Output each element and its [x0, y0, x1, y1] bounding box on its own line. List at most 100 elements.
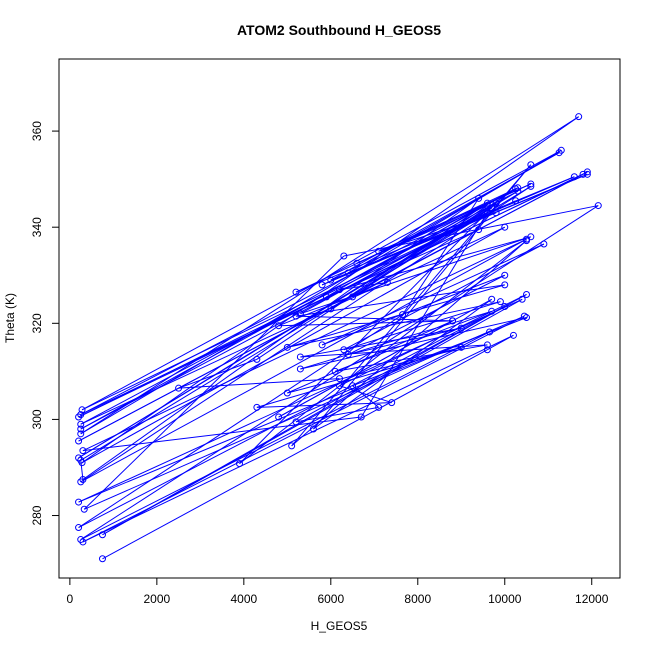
data-point	[514, 187, 522, 195]
data-point	[557, 146, 565, 154]
data-point	[594, 202, 602, 210]
data-point	[523, 290, 530, 298]
chart-title: ATOM2 Southbound H_GEOS5	[237, 22, 441, 38]
data-point	[79, 447, 87, 455]
data-point	[78, 459, 86, 467]
series-segment	[339, 385, 392, 404]
data-point	[375, 247, 383, 255]
series-segment	[287, 284, 505, 348]
series-segment	[82, 238, 527, 452]
series-segment	[352, 229, 479, 298]
series-segment	[352, 385, 379, 408]
data-point	[77, 411, 85, 419]
data-point	[235, 460, 243, 468]
series-segment	[82, 416, 362, 452]
series-segment	[80, 185, 532, 461]
data-point	[483, 346, 491, 354]
x-tick-label: 12000	[575, 592, 609, 606]
data-point	[457, 343, 465, 351]
data-point	[283, 343, 291, 351]
y-tick-label: 340	[30, 217, 44, 237]
data-point	[399, 311, 407, 319]
data-point	[509, 331, 517, 339]
data-point	[77, 478, 85, 486]
data-point	[449, 317, 457, 325]
data-point	[296, 310, 304, 318]
data-point	[331, 367, 339, 375]
data-point	[483, 199, 491, 207]
data-point	[292, 288, 300, 296]
data-point	[492, 209, 500, 217]
data-point	[77, 425, 85, 433]
data-point	[275, 322, 283, 330]
data-series	[75, 113, 602, 563]
data-point	[512, 185, 520, 193]
y-tick-label: 320	[30, 313, 44, 333]
data-point	[288, 442, 296, 450]
data-point	[75, 437, 83, 445]
data-point	[570, 173, 578, 181]
data-point	[475, 226, 483, 234]
series-segment	[334, 310, 492, 372]
data-point	[98, 555, 106, 563]
data-point	[375, 403, 383, 411]
series-segment	[78, 314, 403, 528]
series-segment	[78, 331, 490, 503]
x-tick-label: 4000	[230, 592, 257, 606]
x-tick-label: 10000	[488, 592, 522, 606]
x-tick-label: 2000	[143, 592, 170, 606]
series-segment	[300, 344, 488, 358]
data-point	[327, 276, 335, 284]
data-point	[75, 454, 83, 462]
data-point	[79, 475, 87, 483]
series-segment	[330, 202, 488, 310]
data-point	[253, 403, 261, 411]
data-point	[496, 298, 504, 306]
data-point	[344, 269, 352, 277]
data-point	[75, 413, 83, 421]
data-point	[77, 536, 85, 544]
x-axis-label: H_GEOS5	[311, 619, 368, 633]
data-point	[583, 170, 591, 178]
data-point	[75, 498, 83, 506]
series-segment	[300, 327, 462, 358]
data-point	[78, 406, 86, 414]
x-tick-label: 6000	[317, 592, 344, 606]
series-segment	[343, 243, 545, 351]
data-point	[501, 271, 509, 279]
data-point	[318, 341, 326, 349]
series-segment	[256, 402, 392, 408]
data-point	[501, 281, 509, 289]
y-tick-label: 300	[30, 409, 44, 429]
data-point	[349, 293, 357, 301]
data-point	[492, 199, 500, 207]
series-segment	[287, 301, 501, 348]
data-point	[318, 281, 326, 289]
data-point	[253, 355, 261, 363]
series-segment	[239, 240, 527, 465]
series-segment	[352, 317, 527, 387]
series-segment	[295, 176, 575, 293]
series-segment	[256, 205, 488, 360]
series-segment	[239, 202, 497, 464]
data-point	[309, 425, 317, 433]
data-point	[357, 413, 365, 421]
series-segment	[102, 349, 488, 560]
data-point	[75, 524, 83, 532]
data-point	[483, 209, 491, 217]
series-segment	[343, 301, 501, 351]
data-point	[583, 168, 591, 176]
data-point	[275, 413, 283, 421]
data-point	[383, 278, 391, 286]
x-axis: 0 2000 4000 6000 8000 10000 12000	[67, 577, 609, 606]
data-point	[322, 293, 330, 301]
data-point	[336, 375, 343, 383]
series-segment	[295, 284, 505, 317]
series-segment	[80, 116, 579, 435]
series-segment	[330, 212, 497, 281]
data-point	[336, 382, 343, 390]
data-point	[98, 531, 106, 539]
series-segment	[321, 243, 545, 346]
